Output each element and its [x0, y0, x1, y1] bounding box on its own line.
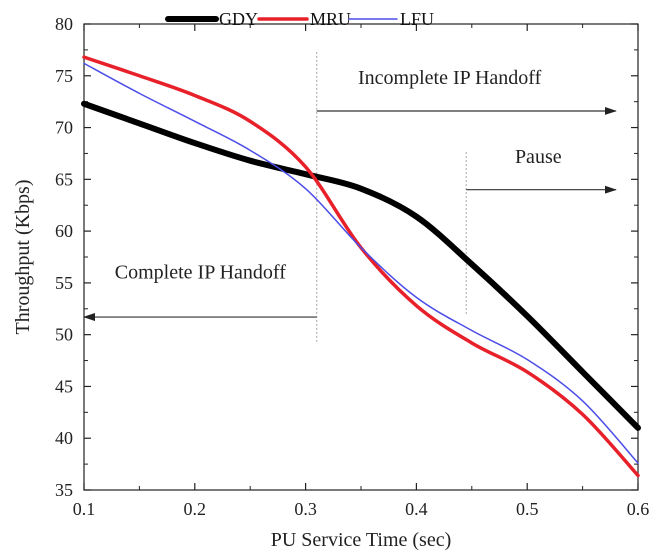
y-tick-label: 50: [55, 325, 73, 345]
y-tick-label: 35: [55, 480, 73, 500]
legend-label-lfu: LFU: [400, 9, 434, 29]
plot-area: 0.1 0.2 0.3 0.4 0.5 0.6 35 40 45 50 55 60 65 70 75 80 In…: [55, 14, 649, 519]
y-tick-label: 75: [55, 66, 73, 86]
x-tick-label: 0.4: [405, 499, 428, 519]
y-tick-label: 70: [55, 118, 73, 138]
y-tick-label: 80: [55, 14, 73, 34]
legend-label-mru: MRU: [310, 9, 351, 29]
x-tick-label: 0.2: [184, 499, 207, 519]
y-tick-label: 60: [55, 221, 73, 241]
annotation-label-complete: Complete IP Handoff: [115, 262, 286, 284]
legend: GDY MRU LFU: [165, 9, 434, 29]
plot-frame: [83, 23, 639, 491]
y-axis-title: Throughput (Kbps): [12, 180, 34, 335]
y-tick-label: 45: [55, 376, 73, 396]
x-tick-label: 0.5: [516, 499, 539, 519]
annotation-label-incomplete: Incomplete IP Handoff: [358, 67, 542, 89]
legend-label-gdy: GDY: [219, 9, 258, 29]
y-tick-label: 55: [55, 273, 73, 293]
annotation-label-pause: Pause: [515, 146, 562, 168]
x-axis-title: PU Service Time (sec): [271, 529, 452, 551]
series-lfu-line: [83, 62, 639, 464]
x-tick-label: 0.6: [627, 499, 650, 519]
y-tick-label: 65: [55, 169, 73, 189]
x-tick-label: 0.3: [294, 499, 317, 519]
x-tick-label: 0.1: [73, 499, 96, 519]
series-gdy-line: [81, 100, 641, 431]
y-tick-label: 40: [55, 428, 73, 448]
